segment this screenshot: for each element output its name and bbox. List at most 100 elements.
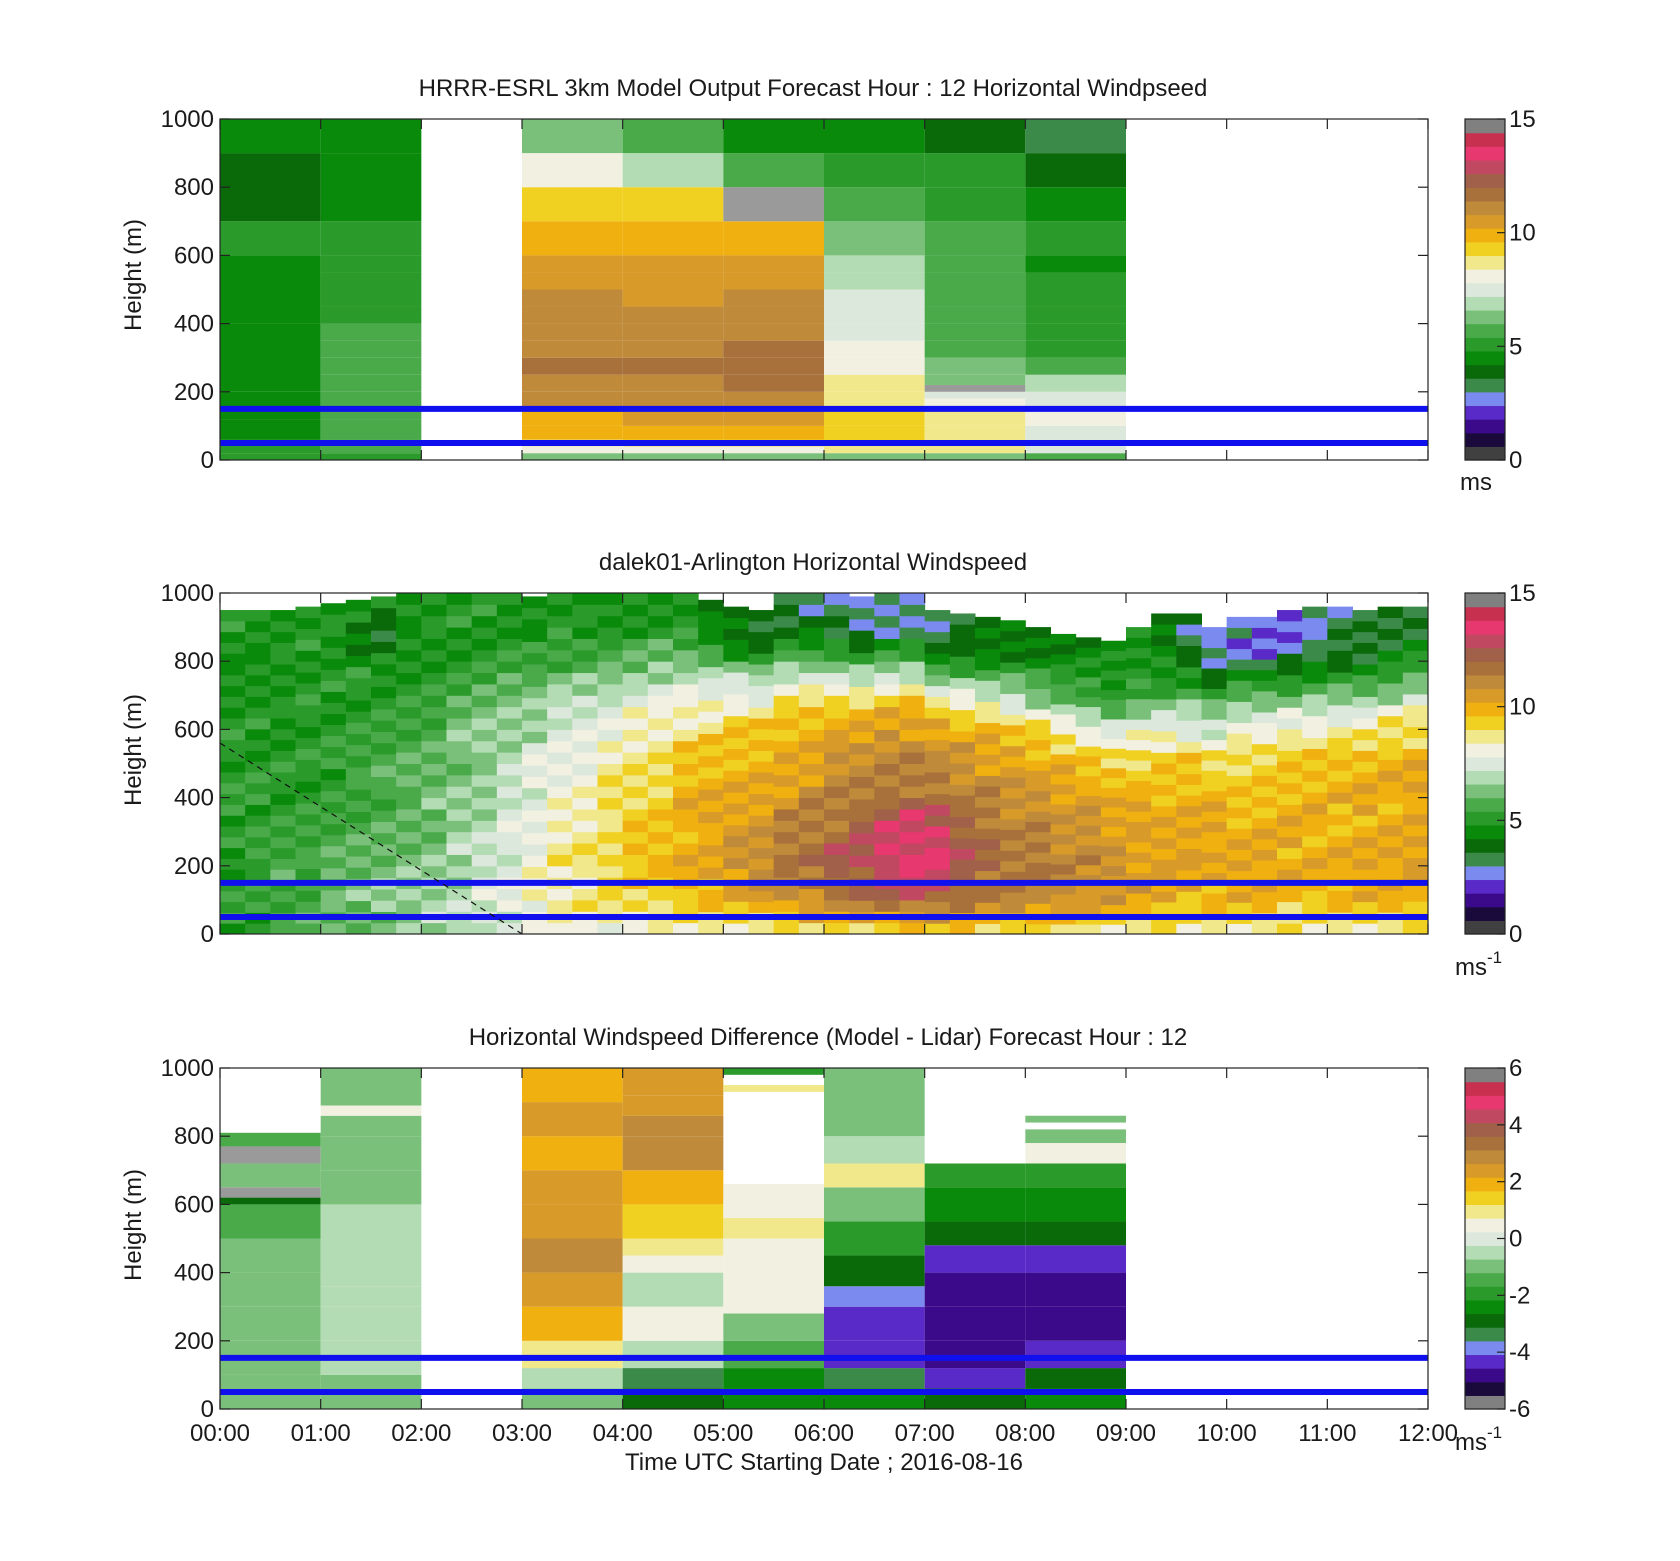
heatmap-cell (824, 683, 850, 696)
heatmap-cell (371, 843, 397, 856)
heatmap-cell (1277, 620, 1303, 633)
heatmap-cell (522, 1238, 623, 1273)
heatmap-cell (345, 755, 372, 768)
colorbar-unit: ms-1 (1455, 948, 1502, 981)
heatmap-cell (698, 700, 724, 712)
heatmap-cell (622, 340, 724, 358)
heatmap-cell (1000, 630, 1026, 642)
heatmap-cell (622, 1095, 724, 1116)
heatmap-cell (522, 1306, 623, 1341)
heatmap-cell (270, 804, 296, 816)
heatmap-cell (748, 847, 775, 859)
heatmap-cell (849, 787, 875, 800)
heatmap-cell (295, 792, 322, 804)
heatmap-cell (1302, 683, 1328, 695)
heatmap-cell (723, 1068, 824, 1075)
heatmap-cell (1176, 752, 1202, 764)
heatmap-cell (371, 821, 397, 834)
heatmap-cell (421, 774, 447, 787)
heatmap-cell (496, 740, 523, 753)
heatmap-cell (899, 865, 926, 878)
heatmap-cell (1352, 664, 1379, 676)
heatmap-cell (1277, 750, 1303, 762)
heatmap-cell (622, 604, 649, 617)
heatmap-cell (1377, 650, 1404, 662)
heatmap-cell (270, 685, 296, 697)
heatmap-cell (1025, 374, 1126, 392)
heatmap-cell (849, 663, 875, 676)
heatmap-cell (1100, 806, 1127, 818)
heatmap-cell (824, 1340, 925, 1369)
heatmap-cell (1025, 391, 1126, 409)
heatmap-cell (1251, 616, 1278, 628)
heatmap-cell (1025, 678, 1051, 689)
heatmap-cell (1176, 656, 1202, 668)
heatmap-cell (924, 255, 1026, 273)
heatmap-cell (1277, 782, 1303, 795)
heatmap-cell (245, 739, 271, 751)
heatmap-cell (1050, 903, 1077, 915)
heatmap-cell (371, 663, 397, 676)
colorbar-segment (1465, 405, 1505, 420)
heatmap-cell (471, 831, 498, 844)
heatmap-cell (1176, 666, 1202, 679)
heatmap-cell (320, 614, 347, 626)
heatmap-cell (522, 187, 623, 222)
heatmap-cell (1075, 894, 1102, 905)
heatmap-cell (773, 922, 800, 935)
heatmap-cell (874, 797, 900, 810)
heatmap-cell (1025, 739, 1051, 751)
heatmap-cell (647, 649, 674, 662)
heatmap-cell (245, 685, 271, 697)
heatmap-cell (1151, 923, 1177, 935)
heatmap-cell (471, 820, 498, 833)
heatmap-cell (949, 698, 976, 711)
colorbar-frame (1464, 592, 1506, 935)
colorbar-segment (1465, 702, 1505, 717)
heatmap-cell (597, 604, 624, 617)
heatmap-cell (320, 757, 347, 770)
heatmap-cell (698, 711, 724, 723)
heatmap-cell (1327, 803, 1353, 815)
heatmap-cell (748, 728, 775, 741)
heatmap-cell (1402, 923, 1429, 935)
heatmap-cell (723, 617, 749, 629)
heatmap-cell (220, 153, 321, 222)
heatmap-cell (849, 596, 875, 609)
heatmap-cell (496, 854, 523, 867)
heatmap-cell (396, 888, 422, 901)
heatmap-cell (924, 739, 951, 751)
heatmap-cell (773, 661, 800, 674)
heatmap-cell (622, 672, 649, 685)
colorbar-segment (1465, 132, 1505, 147)
heatmap-cell (270, 826, 296, 838)
heatmap-cell (924, 718, 951, 730)
heatmap-cell (320, 255, 422, 273)
heatmap-cell (220, 696, 246, 708)
heatmap-cell (1251, 849, 1278, 861)
heatmap-cell (220, 255, 321, 324)
heatmap-cell (245, 826, 271, 838)
colorbar-segment (1465, 419, 1505, 434)
colorbar-segment (1465, 1258, 1505, 1274)
heatmap-cell (1050, 763, 1077, 775)
heatmap-cell (496, 786, 523, 799)
heatmap-cell (824, 718, 850, 730)
heatmap-cell (1251, 701, 1278, 713)
heatmap-cell (270, 761, 296, 773)
heatmap-cell (899, 797, 926, 810)
heatmap-cell (723, 119, 824, 154)
heatmap-cell (1277, 793, 1303, 805)
heatmap-cell (345, 811, 372, 824)
heatmap-cell (446, 808, 473, 821)
heatmap-cell (396, 865, 422, 878)
colorbar-segment (1465, 350, 1505, 366)
heatmap-cell (949, 923, 976, 935)
heatmap-cell (522, 1340, 623, 1369)
heatmap-cell (1327, 770, 1353, 782)
heatmap-cell (220, 826, 246, 838)
heatmap-cell (1402, 770, 1429, 782)
heatmap-cell (723, 153, 824, 188)
heatmap-cell (1050, 803, 1077, 815)
heatmap-cell (295, 693, 322, 706)
